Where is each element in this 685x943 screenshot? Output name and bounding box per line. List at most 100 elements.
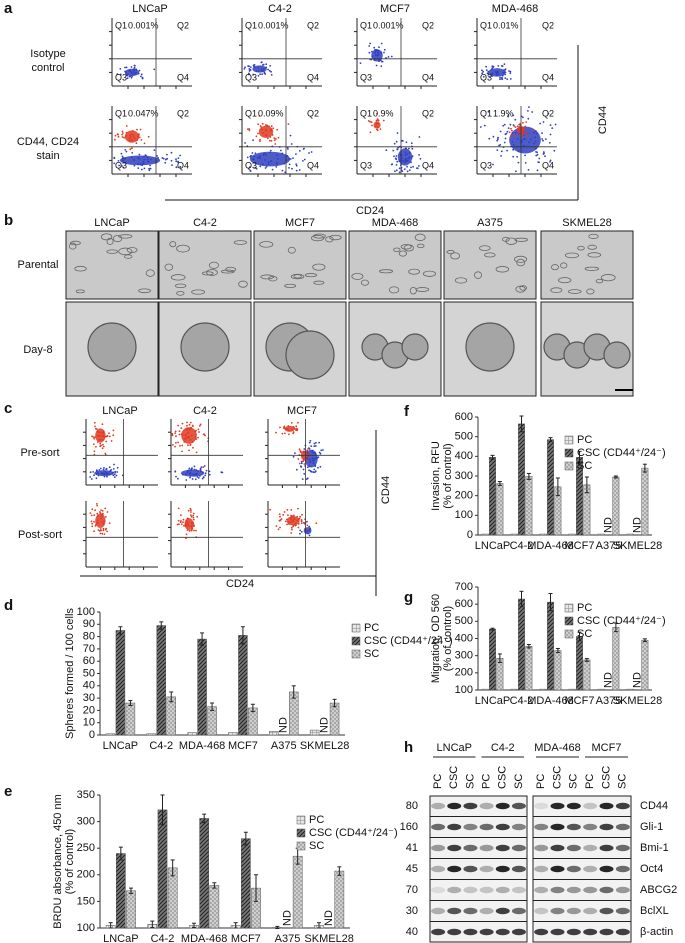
x-tick-label: SKMEL28: [613, 695, 663, 707]
event-dot: [302, 458, 305, 460]
event-dot: [118, 164, 120, 167]
legend-label: PC: [364, 622, 379, 634]
lane-label: SC: [568, 774, 580, 789]
event-dot: [378, 123, 380, 125]
lane-label: PC: [535, 774, 547, 789]
event-dot: [204, 474, 207, 477]
bar: [626, 688, 634, 691]
event-dot: [98, 530, 101, 532]
bar: [116, 853, 126, 929]
legend-label: SC: [309, 840, 324, 852]
quadrant-percent: 0.001%: [373, 20, 404, 30]
event-dot: [96, 512, 99, 515]
event-dot: [97, 472, 99, 475]
event-dot: [108, 466, 111, 469]
event-dot: [92, 443, 95, 445]
event-dot: [283, 427, 285, 430]
event-dot: [249, 66, 252, 68]
event-dot: [311, 450, 313, 453]
event-dot: [307, 448, 310, 450]
cell: [260, 274, 275, 280]
blot-band: [511, 844, 526, 852]
event-dot: [101, 514, 104, 517]
molecular-weight: 80: [406, 800, 418, 812]
event-dot: [186, 436, 188, 438]
event-dot: [302, 468, 305, 471]
blot-band: [431, 928, 446, 936]
cell: [118, 234, 133, 239]
column-header: C4-2: [193, 405, 217, 417]
y-tick-label: 400: [455, 632, 473, 644]
event-dot: [509, 72, 512, 75]
event-dot: [535, 154, 538, 157]
event-dot: [132, 130, 134, 132]
event-dot: [509, 78, 512, 80]
event-dot: [301, 513, 303, 516]
event-dot: [280, 149, 282, 152]
event-dot: [297, 421, 299, 424]
bar: [612, 476, 620, 536]
event-dot: [177, 507, 180, 510]
event-dot: [393, 142, 396, 145]
y-tick-label: 20: [83, 704, 95, 716]
event-dot: [105, 440, 108, 443]
event-dot: [539, 122, 541, 125]
blot-band: [479, 844, 494, 852]
axis-title: CD24: [226, 578, 254, 590]
event-dot: [177, 160, 179, 163]
event-dot: [271, 168, 274, 171]
quadrant-label: Q1: [360, 20, 372, 30]
blot-band: [599, 865, 614, 873]
event-dot: [175, 160, 178, 163]
event-dot: [190, 434, 193, 437]
event-dot: [143, 155, 145, 158]
event-dot: [408, 147, 410, 150]
bar: [126, 890, 136, 929]
event-dot: [516, 125, 519, 128]
event-dot: [530, 138, 532, 141]
y-tick-label: 200: [455, 490, 473, 502]
cell: [588, 233, 599, 239]
event-dot: [271, 134, 274, 136]
event-dot: [184, 433, 187, 436]
event-dot: [395, 158, 398, 161]
event-dot: [491, 73, 493, 75]
event-dot: [130, 133, 133, 136]
event-dot: [496, 139, 499, 142]
event-dot: [277, 136, 280, 139]
legend-swatch: [564, 435, 574, 445]
event-dot: [383, 51, 385, 54]
micrograph: [253, 230, 347, 300]
event-dot: [129, 75, 132, 77]
event-dot: [262, 132, 265, 134]
event-dot: [105, 435, 107, 438]
event-dot: [313, 442, 316, 445]
event-dot: [104, 507, 107, 510]
event-dot: [499, 130, 502, 133]
event-dot: [133, 164, 136, 167]
event-dot: [481, 72, 484, 75]
event-dot: [506, 78, 509, 80]
event-dot: [148, 169, 151, 172]
event-dot: [109, 470, 111, 473]
flow-plot: [265, 501, 340, 570]
event-dot: [509, 123, 512, 126]
event-dot: [103, 475, 106, 478]
event-dot: [535, 147, 537, 150]
blot-frame: [429, 795, 528, 943]
event-dot: [265, 124, 267, 126]
event-dot: [269, 65, 272, 67]
event-dot: [260, 68, 263, 71]
quadrant-percent: 0.09%: [258, 108, 284, 118]
blot-band: [447, 928, 462, 936]
event-dot: [197, 470, 199, 473]
bar: [329, 702, 340, 736]
blot-band: [534, 907, 549, 915]
blot-band: [550, 928, 565, 936]
sphere: [180, 322, 230, 372]
event-dot: [504, 77, 507, 79]
event-dot: [102, 443, 104, 446]
event-dot: [265, 134, 267, 137]
event-dot: [89, 471, 92, 474]
event-dot: [506, 149, 508, 152]
